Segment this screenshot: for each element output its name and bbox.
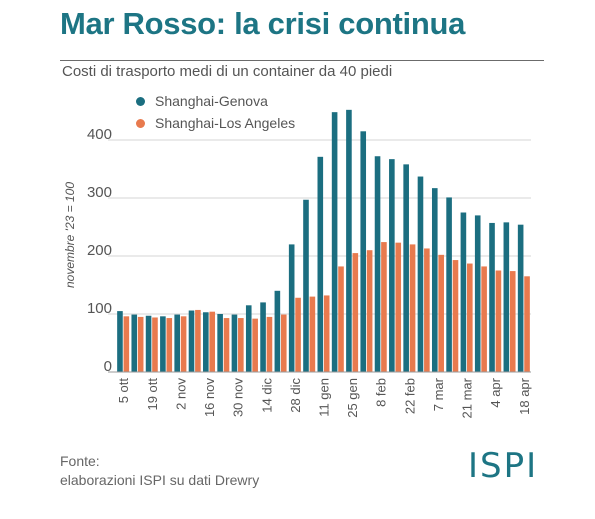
bar-los-angeles (424, 248, 430, 372)
bar-genova (474, 215, 481, 372)
bar-los-angeles (180, 316, 187, 372)
bar-los-angeles (352, 253, 359, 372)
y-tick-label: 400 (87, 126, 112, 143)
x-tick-label: 25 gen (345, 378, 360, 418)
bar-genova (117, 311, 123, 372)
legend-swatch-genova (136, 96, 145, 106)
bar-genova (503, 222, 510, 372)
bar-genova (231, 314, 238, 372)
x-tick-label: 16 nov (202, 378, 217, 418)
bar-genova (217, 314, 223, 372)
bar-los-angeles (223, 318, 230, 372)
source-label: Fonte: (60, 453, 100, 469)
bar-genova (460, 212, 467, 372)
bar-los-angeles (195, 309, 201, 372)
bar-genova (160, 316, 166, 372)
bar-genova (431, 188, 438, 372)
title-divider (60, 60, 544, 61)
legend-item-los-angeles: Shanghai-Los Angeles (136, 112, 295, 134)
bar-genova (417, 176, 424, 372)
x-tick-label: 28 dic (288, 378, 303, 413)
bar-los-angeles (467, 263, 473, 372)
bar-los-angeles (209, 311, 216, 372)
bar-genova (317, 156, 324, 372)
bar-los-angeles (309, 296, 316, 372)
bar-genova (346, 109, 352, 372)
x-tick-label: 21 mar (460, 377, 475, 418)
bar-genova (446, 197, 452, 372)
ispi-logo: ISPI (468, 446, 539, 486)
bar-los-angeles (166, 318, 173, 372)
bar-los-angeles (266, 316, 273, 372)
source-text: elaborazioni ISPI su dati Drewry (60, 472, 260, 488)
y-tick-label: 0 (104, 358, 112, 375)
x-tick-label: 2 nov (173, 378, 188, 410)
bar-genova (145, 315, 152, 372)
y-tick-label: 200 (87, 242, 112, 259)
y-axis-label: novembre '23 = 100 (63, 182, 77, 288)
bar-los-angeles (524, 276, 530, 372)
bar-genova (174, 314, 180, 372)
chart-title: Mar Rosso: la crisi continua (60, 6, 466, 41)
x-tick-label: 8 feb (374, 378, 389, 407)
bar-los-angeles (123, 316, 130, 372)
x-tick-label: 11 gen (317, 378, 332, 417)
bar-los-angeles (452, 260, 459, 372)
bar-los-angeles (252, 318, 258, 372)
x-tick-label: 19 ott (145, 378, 160, 411)
bar-los-angeles (280, 314, 287, 372)
y-tick-label: 100 (87, 300, 112, 317)
x-tick-label: 18 apr (517, 377, 532, 415)
bar-los-angeles (366, 250, 373, 372)
bar-genova (303, 199, 309, 372)
bar-los-angeles (152, 317, 158, 372)
y-tick-label: 300 (87, 184, 112, 201)
x-tick-label: 22 feb (402, 378, 417, 414)
bar-los-angeles (338, 266, 344, 372)
bar-genova (274, 290, 281, 372)
bar-los-angeles (381, 242, 387, 372)
legend-label-genova: Shanghai-Genova (155, 93, 268, 109)
bar-los-angeles (323, 295, 330, 372)
source-note: Fonte: elaborazioni ISPI su dati Drewry (60, 452, 259, 490)
bar-los-angeles (495, 270, 502, 372)
bar-los-angeles (395, 242, 402, 372)
bar-los-angeles (238, 318, 244, 372)
bar-genova (403, 164, 409, 372)
bar-los-angeles (481, 266, 487, 372)
bar-genova (331, 112, 338, 372)
bar-genova (203, 312, 209, 372)
legend-swatch-los-angeles (136, 118, 145, 128)
bar-genova (188, 310, 195, 372)
x-tick-label: 30 nov (231, 378, 246, 418)
x-tick-label: 5 ott (116, 378, 131, 404)
bar-genova (288, 244, 295, 372)
legend-item-genova: Shanghai-Genova (136, 90, 295, 112)
x-tick-label: 4 apr (488, 377, 503, 407)
legend: Shanghai-Genova Shanghai-Los Angeles (136, 90, 295, 134)
bar-genova (374, 156, 381, 372)
bar-los-angeles (137, 316, 144, 372)
x-tick-label: 14 dic (259, 378, 274, 413)
bar-los-angeles (295, 297, 301, 372)
bar-genova (389, 159, 395, 372)
bar-genova (489, 222, 495, 372)
bar-genova (260, 302, 266, 372)
bar-los-angeles (438, 254, 444, 372)
legend-label-los-angeles: Shanghai-Los Angeles (155, 115, 296, 131)
bar-genova (360, 131, 367, 372)
bar-los-angeles (509, 271, 516, 372)
chart-subtitle: Costi di trasporto medi di un container … (62, 63, 393, 80)
bar-genova (131, 314, 138, 372)
x-tick-label: 7 mar (431, 377, 446, 411)
bar-genova (245, 305, 252, 372)
bar-genova (517, 224, 524, 372)
bar-los-angeles (409, 244, 416, 372)
